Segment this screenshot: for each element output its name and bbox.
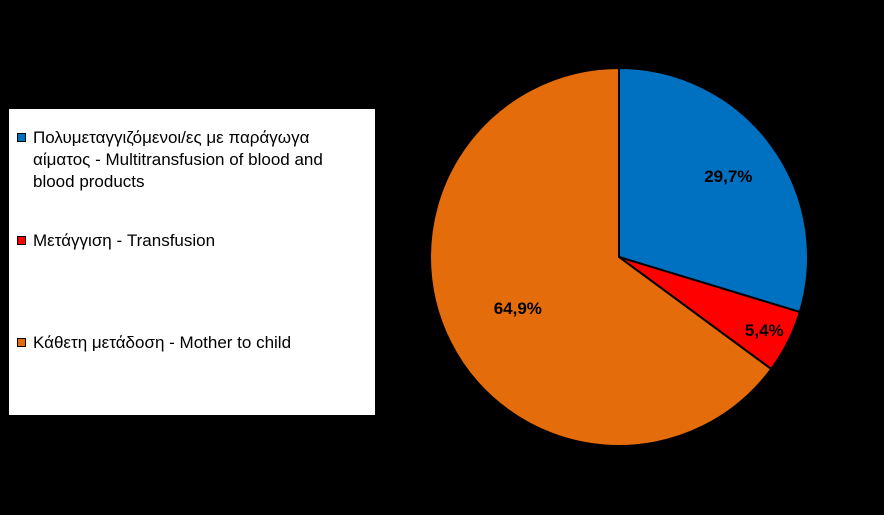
data-label-multitransfusion: 29,7% xyxy=(704,167,752,186)
legend-swatch-mother-to-child xyxy=(17,338,26,347)
data-label-mother-to-child: 64,9% xyxy=(494,299,542,318)
pie-slice-multitransfusion xyxy=(618,66,809,314)
legend-item-mother-to-child: Κάθετη μετάδοση - Mother to child xyxy=(17,332,367,354)
legend-swatch-multitransfusion xyxy=(17,133,26,142)
legend-label-mother-to-child: Κάθετη μετάδοση - Mother to child xyxy=(33,333,292,352)
legend-swatch-transfusion xyxy=(17,236,26,245)
legend-label-transfusion: Μετάγγιση - Transfusion xyxy=(33,231,216,250)
legend-label-multitransfusion: Πολυμεταγγιζόμενοι/ες με παράγωγα αίματο… xyxy=(33,128,323,191)
pie-slice-mother-to-child xyxy=(429,66,773,447)
legend-item-transfusion: Μετάγγιση - Transfusion xyxy=(17,230,367,252)
data-label-transfusion: 5,4% xyxy=(745,321,784,340)
legend-item-multitransfusion: Πολυμεταγγιζόμενοι/ες με παράγωγα αίματο… xyxy=(17,127,367,193)
legend: Πολυμεταγγιζόμενοι/ες με παράγωγα αίματο… xyxy=(9,109,375,415)
